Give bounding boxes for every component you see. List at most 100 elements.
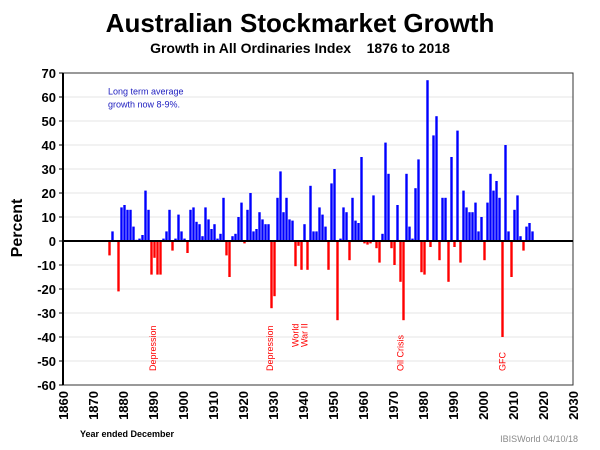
bar bbox=[369, 241, 372, 244]
bar bbox=[477, 231, 480, 241]
bar bbox=[462, 190, 465, 241]
bar bbox=[324, 226, 327, 241]
bar bbox=[258, 212, 261, 241]
x-tick-label: 1890 bbox=[146, 391, 161, 420]
bar bbox=[303, 224, 306, 241]
bar bbox=[531, 231, 534, 241]
bar bbox=[396, 205, 399, 241]
bar bbox=[291, 220, 294, 241]
bar bbox=[213, 224, 216, 241]
x-tick-label: 1950 bbox=[326, 391, 341, 420]
bar bbox=[285, 197, 288, 241]
bar bbox=[420, 241, 423, 273]
chart-subtitle: Growth in All Ordinaries Index 1876 to 2… bbox=[150, 40, 450, 56]
bar bbox=[276, 197, 279, 241]
annotation-text: Oil Crisis bbox=[396, 335, 406, 371]
bar bbox=[405, 173, 408, 241]
bar bbox=[360, 157, 363, 241]
bar bbox=[528, 223, 531, 241]
bar bbox=[147, 209, 150, 241]
bar bbox=[351, 197, 354, 241]
bar bbox=[288, 219, 291, 241]
bar bbox=[210, 229, 213, 241]
bar bbox=[216, 238, 219, 241]
bar bbox=[375, 241, 378, 249]
bar bbox=[174, 238, 177, 241]
bar bbox=[438, 241, 441, 261]
axes bbox=[59, 72, 574, 386]
bar bbox=[354, 220, 357, 241]
bar bbox=[168, 209, 171, 241]
bar bbox=[231, 236, 234, 241]
x-tick-label: 1980 bbox=[416, 391, 431, 420]
bar bbox=[426, 80, 429, 241]
bar bbox=[330, 183, 333, 241]
annotation-text: Long term average bbox=[108, 87, 184, 97]
chart-title: Australian Stockmarket Growth bbox=[105, 8, 495, 38]
bar bbox=[195, 221, 198, 241]
y-tick-label: 20 bbox=[42, 186, 56, 201]
source-note: IBISWorld 04/10/18 bbox=[500, 434, 578, 444]
bar bbox=[186, 241, 189, 253]
x-tick-label: 2010 bbox=[506, 391, 521, 420]
bar bbox=[198, 224, 201, 241]
bar bbox=[126, 209, 129, 241]
bar bbox=[366, 241, 369, 245]
bar bbox=[390, 241, 393, 249]
bar bbox=[342, 207, 345, 241]
bar bbox=[489, 173, 492, 241]
x-tick-label: 1990 bbox=[446, 391, 461, 420]
bar bbox=[207, 219, 210, 241]
bar bbox=[459, 241, 462, 263]
bar bbox=[357, 223, 360, 241]
bar bbox=[240, 202, 243, 241]
bar bbox=[345, 212, 348, 241]
y-tick-label: -30 bbox=[37, 306, 56, 321]
bar bbox=[408, 226, 411, 241]
bar bbox=[504, 145, 507, 241]
bar bbox=[243, 241, 246, 244]
bar bbox=[423, 241, 426, 275]
bar bbox=[435, 116, 438, 241]
bar bbox=[471, 212, 474, 241]
bar bbox=[120, 207, 123, 241]
bar bbox=[315, 231, 318, 241]
bar bbox=[432, 135, 435, 241]
bar bbox=[333, 169, 336, 241]
annotation-text: Depression bbox=[148, 325, 158, 371]
bar bbox=[393, 241, 396, 265]
bar bbox=[450, 157, 453, 241]
bar bbox=[111, 231, 114, 241]
bar bbox=[336, 241, 339, 321]
bar bbox=[387, 173, 390, 241]
x-tick-label: 2030 bbox=[566, 391, 581, 420]
bar bbox=[486, 202, 489, 241]
x-axis-label: Year ended December bbox=[80, 429, 175, 439]
x-tick-labels: 1860 1870 1880 1890 1900 1910 1920 1930 1940 1950… bbox=[56, 391, 581, 420]
bar bbox=[165, 231, 168, 241]
x-tick-label: 1870 bbox=[86, 391, 101, 420]
x-tick-label: 1920 bbox=[236, 391, 251, 420]
bar bbox=[219, 233, 222, 241]
bar bbox=[123, 205, 126, 241]
bar bbox=[267, 224, 270, 241]
x-tick-label: 1900 bbox=[176, 391, 191, 420]
bar bbox=[525, 226, 528, 241]
bar bbox=[510, 241, 513, 277]
y-tick-label: 70 bbox=[42, 66, 56, 81]
bar bbox=[384, 142, 387, 241]
x-tick-label: 1940 bbox=[296, 391, 311, 420]
x-tick-label: 1910 bbox=[206, 391, 221, 420]
bar bbox=[255, 229, 258, 241]
bar bbox=[252, 231, 255, 241]
bar bbox=[204, 207, 207, 241]
x-tick-label: 1860 bbox=[56, 391, 71, 420]
annotation-text: growth now 8-9%. bbox=[108, 100, 180, 110]
bar bbox=[378, 241, 381, 263]
y-tick-label: 10 bbox=[42, 210, 56, 225]
annotation-text: World bbox=[291, 324, 301, 347]
bar bbox=[453, 241, 456, 247]
bar bbox=[441, 197, 444, 241]
bar bbox=[318, 207, 321, 241]
